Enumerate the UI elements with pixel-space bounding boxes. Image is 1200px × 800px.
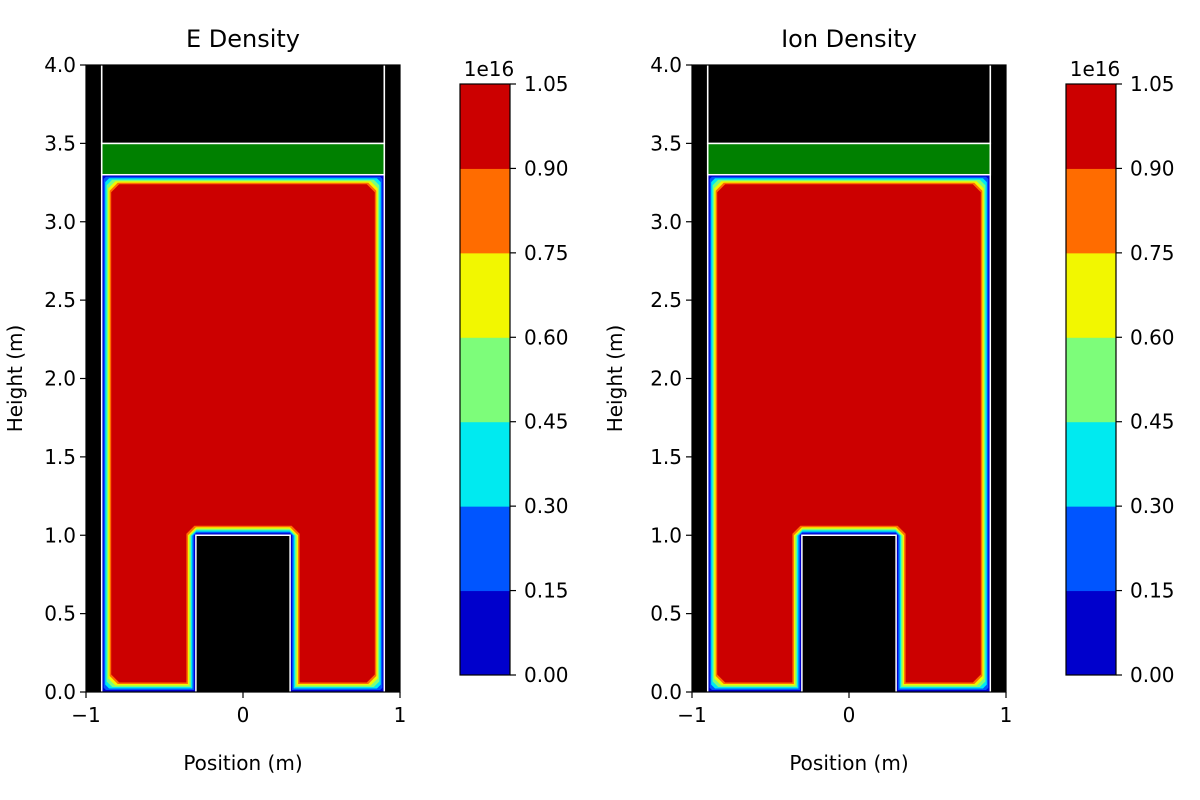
inner-block xyxy=(801,534,897,692)
colorbar-segment-4 xyxy=(460,337,510,423)
colorbar-segment-6 xyxy=(460,168,510,254)
y-axis-label: Height (m) xyxy=(603,325,627,433)
colorbar-segment-1 xyxy=(1066,590,1116,676)
green-layer xyxy=(706,142,992,176)
x-tick-label: 1 xyxy=(1000,703,1013,727)
colorbar-multiplier: 1e16 xyxy=(1070,57,1120,81)
colorbar-tick-label: 0.00 xyxy=(1130,663,1175,687)
y-tick-label: 1.0 xyxy=(44,523,76,547)
y-tick-label: 4.0 xyxy=(650,53,682,77)
colorbar-segment-5 xyxy=(1066,252,1116,338)
x-axis-label: Position (m) xyxy=(789,751,908,775)
colorbar-segment-3 xyxy=(1066,421,1116,507)
colorbar-segment-2 xyxy=(460,506,510,592)
colorbar-segment-7 xyxy=(1066,84,1116,169)
colorbar-segment-3 xyxy=(460,421,510,507)
colorbar-tick-label: 0.15 xyxy=(1130,579,1175,603)
green-layer xyxy=(100,142,386,176)
colorbar-segment-7 xyxy=(460,84,510,169)
top-block xyxy=(706,65,992,145)
x-tick-label: −1 xyxy=(677,703,706,727)
x-axis-label: Position (m) xyxy=(183,751,302,775)
panel-2: −1 0 1 0.0 0.5 1.0 1.5 2.0 2.5 3.0 3.5 4.0 Ion Densi… xyxy=(603,25,1175,775)
top-block xyxy=(100,65,386,145)
y-tick-label: 3.0 xyxy=(44,210,76,234)
y-tick-label: 1.0 xyxy=(650,523,682,547)
colorbar-tick-label: 0.90 xyxy=(1130,156,1175,180)
density-band-7 xyxy=(111,184,375,683)
x-tick-label: 0 xyxy=(237,703,250,727)
colorbar-tick-label: 0.45 xyxy=(1130,410,1175,434)
density-band-7 xyxy=(717,184,981,683)
colorbar-segment-1 xyxy=(460,590,510,676)
colorbar-tick-label: 0.90 xyxy=(524,156,569,180)
colorbar-tick-label: 0.60 xyxy=(524,325,569,349)
colorbar-frame xyxy=(1065,83,1117,676)
y-tick-label: 2.0 xyxy=(44,367,76,391)
y-tick-label: 3.5 xyxy=(44,131,76,155)
colorbar-segment-4 xyxy=(1066,337,1116,423)
colorbar-tick-label: 0.30 xyxy=(1130,494,1175,518)
y-tick-label: 0.0 xyxy=(44,680,76,704)
colorbar-tick-label: 0.75 xyxy=(524,241,569,265)
y-tick-label: 3.0 xyxy=(650,210,682,234)
chart-title: E Density xyxy=(186,25,300,53)
colorbar-tick-label: 0.30 xyxy=(524,494,569,518)
x-tick-label: 1 xyxy=(394,703,407,727)
colorbar-segment-5 xyxy=(460,252,510,338)
y-tick-label: 1.5 xyxy=(650,445,682,469)
colorbar-tick-label: 0.15 xyxy=(524,579,569,603)
y-tick-label: 0.5 xyxy=(650,602,682,626)
y-tick-label: 3.5 xyxy=(650,131,682,155)
y-tick-label: 1.5 xyxy=(44,445,76,469)
y-tick-label: 4.0 xyxy=(44,53,76,77)
y-tick-label: 2.5 xyxy=(44,288,76,312)
y-tick-label: 2.0 xyxy=(650,367,682,391)
inner-block xyxy=(195,534,291,692)
y-tick-label: 0.0 xyxy=(650,680,682,704)
colorbar-frame xyxy=(459,83,511,676)
colorbar-segment-2 xyxy=(1066,506,1116,592)
chart-title: Ion Density xyxy=(781,25,917,53)
panel-1: −1 0 1 0.0 0.5 1.0 1.5 2.0 2.5 3.0 3.5 4.0 E Density… xyxy=(3,25,569,775)
colorbar-tick-label: 0.75 xyxy=(1130,241,1175,265)
y-tick-label: 0.5 xyxy=(44,602,76,626)
y-axis-label: Height (m) xyxy=(3,325,27,433)
plot-area xyxy=(692,65,1006,692)
plot-area xyxy=(86,65,400,692)
colorbar-segment-6 xyxy=(1066,168,1116,254)
colorbar-tick-label: 1.05 xyxy=(524,72,569,96)
colorbar-tick-label: 1.05 xyxy=(1130,72,1175,96)
x-tick-label: −1 xyxy=(71,703,100,727)
colorbar-tick-label: 0.45 xyxy=(524,410,569,434)
y-tick-label: 2.5 xyxy=(650,288,682,312)
colorbar-tick-label: 0.00 xyxy=(524,663,569,687)
colorbar-tick-label: 0.60 xyxy=(1130,325,1175,349)
x-tick-label: 0 xyxy=(843,703,856,727)
colorbar-multiplier: 1e16 xyxy=(464,57,514,81)
